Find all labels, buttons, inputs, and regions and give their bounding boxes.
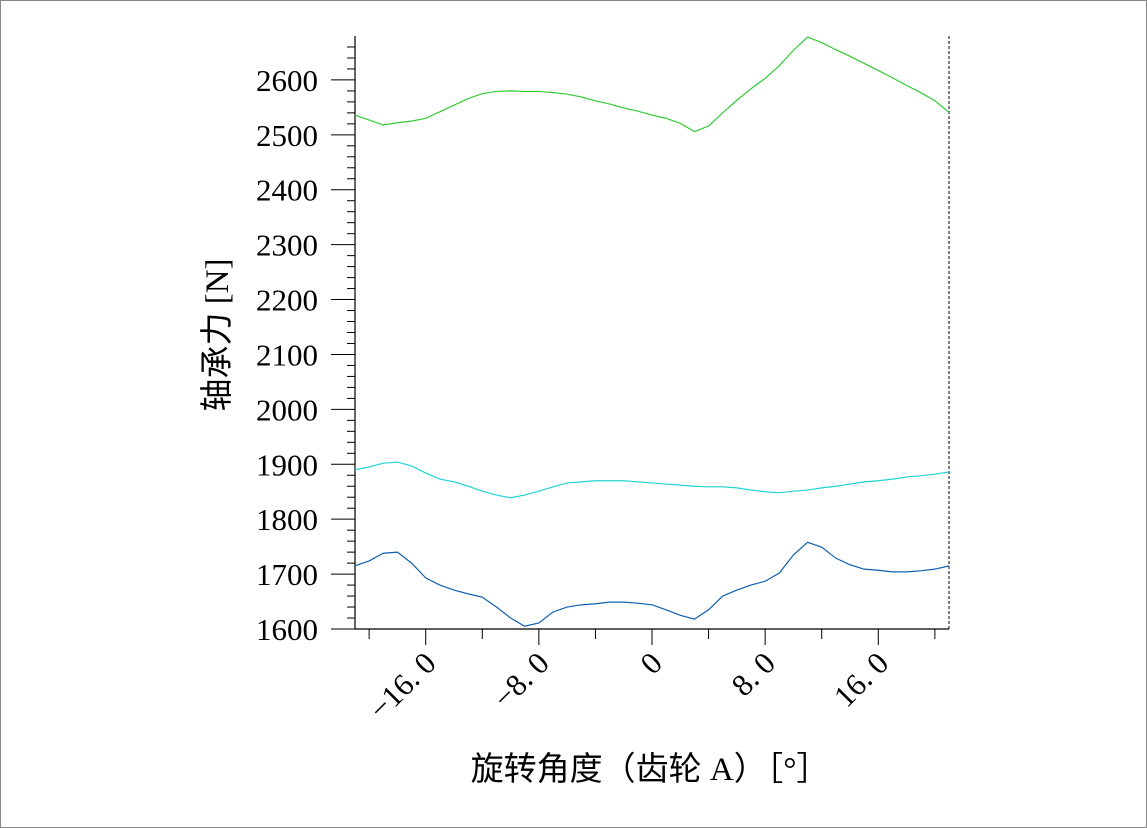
y-tick-label: 2500 bbox=[256, 118, 318, 153]
y-tick-label: 1600 bbox=[256, 612, 318, 647]
x-tick-label: −16. 0 bbox=[362, 645, 443, 726]
series-line bbox=[354, 461, 950, 499]
y-tick-label: 1800 bbox=[256, 502, 318, 537]
y-tick-label: 2100 bbox=[256, 337, 318, 372]
series-line bbox=[354, 36, 950, 133]
x-tick-label: 8. 0 bbox=[724, 645, 782, 703]
y-tick-label: 2300 bbox=[256, 228, 318, 263]
y-tick-label: 2000 bbox=[256, 392, 318, 427]
y-tick-label: 2600 bbox=[256, 63, 318, 98]
y-tick-label: 2200 bbox=[256, 283, 318, 318]
y-tick-label: 2400 bbox=[256, 173, 318, 208]
x-tick-label: 16. 0 bbox=[827, 645, 896, 714]
x-axis-label: 旋转角度（齿轮 A）［°］ bbox=[471, 751, 830, 788]
x-tick-label: −8. 0 bbox=[486, 645, 556, 715]
x-tick-label: 0 bbox=[633, 645, 669, 681]
y-axis-label: 轴承力 [N] bbox=[199, 258, 236, 411]
series-line bbox=[354, 541, 950, 627]
y-tick-label: 1700 bbox=[256, 557, 318, 592]
y-tick-label: 1900 bbox=[256, 447, 318, 482]
